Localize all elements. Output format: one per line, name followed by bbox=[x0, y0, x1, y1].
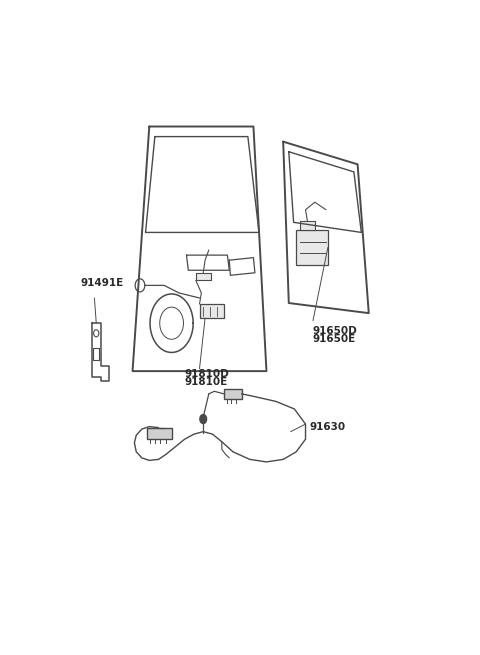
Bar bbox=[300, 221, 315, 230]
Bar bbox=[196, 272, 211, 280]
Circle shape bbox=[200, 415, 206, 424]
Text: 91810E: 91810E bbox=[185, 377, 228, 387]
Bar bbox=[147, 428, 172, 440]
Text: 91650E: 91650E bbox=[313, 334, 356, 345]
Bar bbox=[224, 389, 241, 399]
Text: 91650D: 91650D bbox=[313, 326, 358, 336]
Text: 91630: 91630 bbox=[309, 422, 346, 432]
Bar bbox=[200, 304, 224, 318]
Bar bbox=[296, 230, 328, 265]
Text: 91810D: 91810D bbox=[185, 369, 229, 379]
Text: 91491E: 91491E bbox=[81, 278, 124, 288]
